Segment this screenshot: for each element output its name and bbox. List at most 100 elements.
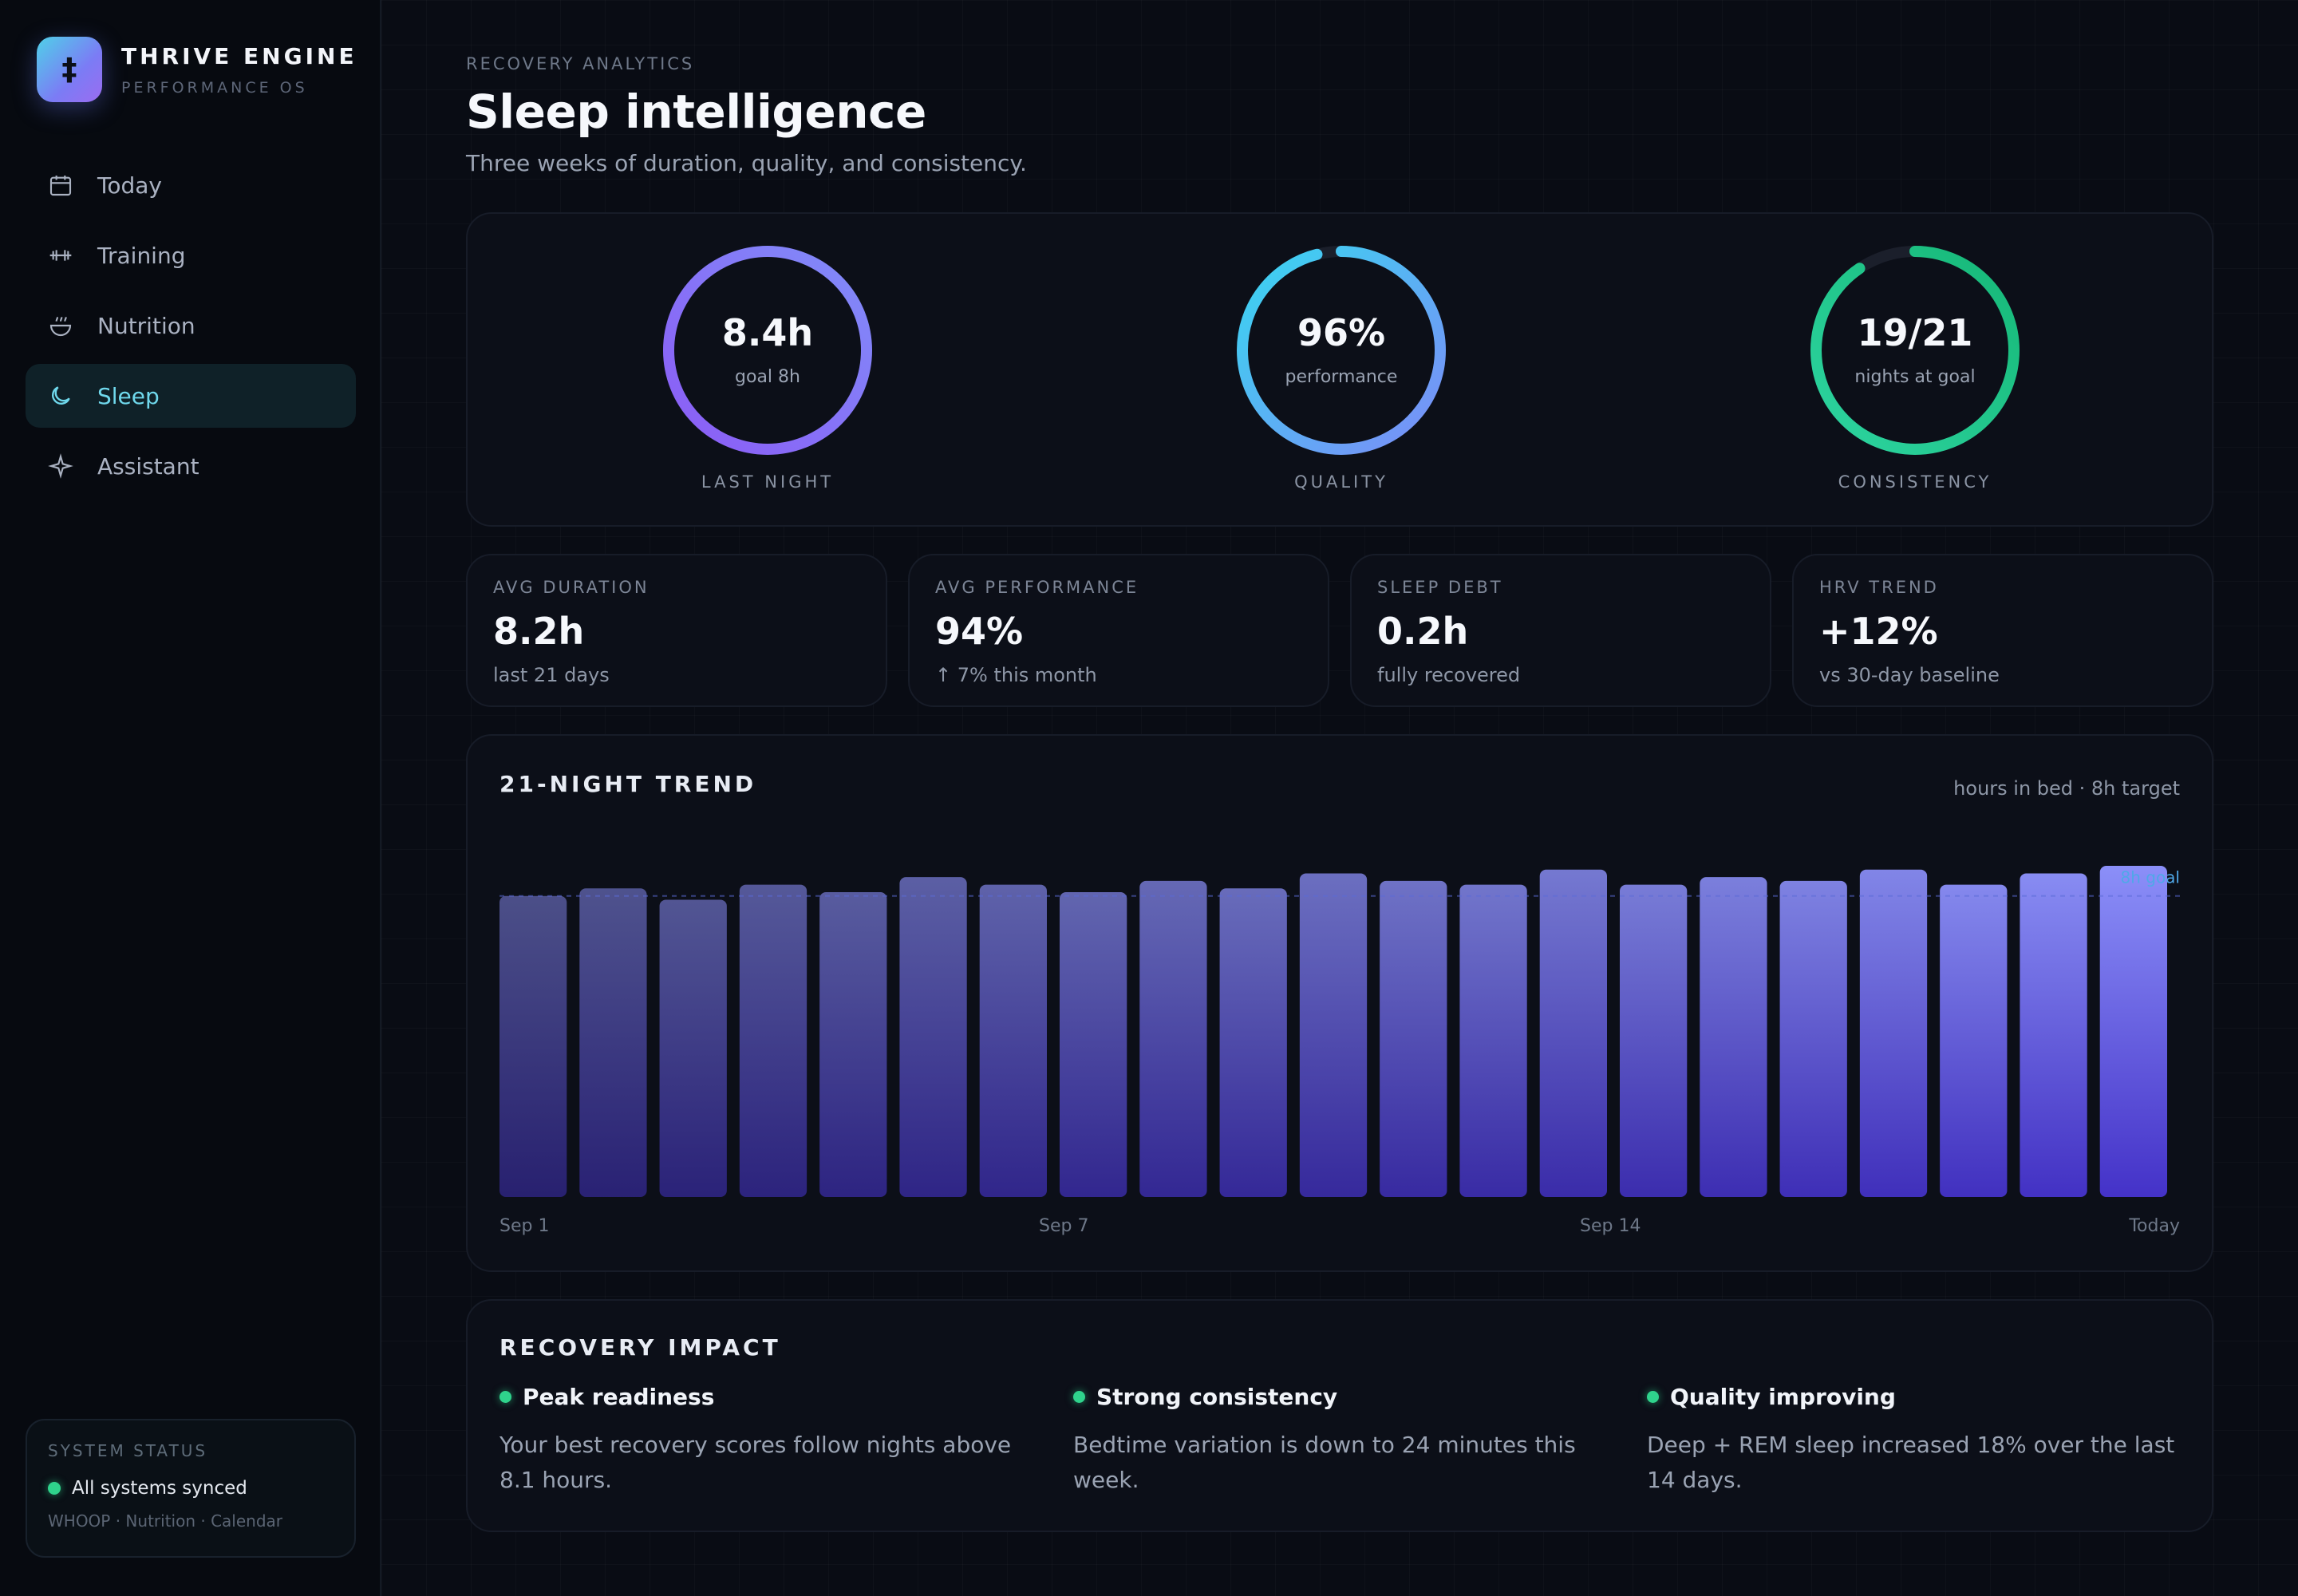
x-tick-label: Sep 1 [499, 1216, 550, 1236]
sidebar-item-label: Nutrition [97, 312, 195, 339]
system-status-card: SYSTEM STATUS All systems synced WHOOP ·… [26, 1419, 356, 1558]
brand-subtitle: PERFORMANCE OS [121, 78, 308, 97]
stat-label: AVG PERFORMANCE [935, 578, 1139, 597]
chart-bar[interactable] [1940, 884, 2008, 1197]
ring-chart [1237, 246, 1446, 455]
impact-item-body: Deep + REM sleep increased 18% over the … [1647, 1432, 2175, 1493]
ring-label: LAST NIGHT [701, 472, 835, 492]
chart-bar[interactable] [499, 895, 567, 1197]
sidebar-item-today[interactable]: Today [26, 153, 356, 217]
sleep-rings-card: 8.4h goal 8h LAST NIGHT 96% performance … [466, 212, 2213, 527]
stat-value: 94% [935, 610, 1024, 653]
trend-chart-card: 21-NIGHT TREND hours in bed · 8h target … [466, 734, 2213, 1272]
stat-card-avg-performance[interactable]: AVG PERFORMANCE 94% ↑ 7% this month [908, 554, 1329, 707]
brand[interactable]: ‡ THRIVE ENGINE PERFORMANCE OS [37, 37, 357, 102]
chart-bar[interactable] [1700, 877, 1767, 1197]
chart-bar[interactable] [579, 888, 647, 1197]
stat-card-avg-duration[interactable]: AVG DURATION 8.2h last 21 days [466, 554, 887, 707]
sidebar-item-label: Sleep [97, 382, 160, 409]
sidebar-item-label: Training [97, 242, 186, 269]
ring-caption: performance [1285, 367, 1398, 387]
status-dot-icon [48, 1482, 61, 1495]
chart-bar[interactable] [979, 884, 1047, 1197]
page-subtitle: Three weeks of duration, quality, and co… [466, 150, 1027, 176]
sidebar-nav: Today Training Nutrition Sleep Assistant [26, 153, 356, 504]
chart-bar[interactable] [1299, 873, 1368, 1197]
impact-item: Peak readiness Your best recovery scores… [499, 1384, 1042, 1498]
chart-bar[interactable] [1539, 869, 1607, 1197]
sidebar-item-label: Today [97, 172, 162, 199]
system-status-state: All systems synced [72, 1478, 247, 1499]
stat-value: +12% [1819, 610, 1938, 653]
page-title: Sleep intelligence [466, 85, 926, 139]
trend-meta: hours in bed · 8h target [1953, 777, 2180, 800]
calendar-icon [46, 171, 75, 200]
chart-bar[interactable] [739, 884, 807, 1197]
ring-chart [1810, 246, 2020, 455]
system-status-title: SYSTEM STATUS [48, 1441, 208, 1460]
brand-title: THRIVE ENGINE [121, 42, 357, 69]
x-tick-label: Sep 7 [1039, 1216, 1089, 1236]
page-eyebrow: RECOVERY ANALYTICS [466, 54, 695, 73]
chart-bar[interactable] [819, 892, 887, 1197]
chart-bar[interactable] [1139, 880, 1207, 1197]
status-dot-icon [1073, 1391, 1085, 1403]
stat-value: 0.2h [1377, 610, 1469, 653]
chart-bar[interactable] [1060, 892, 1127, 1197]
chart-bar[interactable] [1859, 869, 1928, 1197]
stat-card-hrv-trend[interactable]: HRV TREND +12% vs 30-day baseline [1792, 554, 2213, 707]
sidebar-item-nutrition[interactable]: Nutrition [26, 294, 356, 358]
impact-item-title: Strong consistency [1096, 1384, 1338, 1410]
ring-value: 19/21 [1857, 311, 1973, 354]
ring-quality[interactable]: 96% performance QUALITY [1222, 243, 1461, 492]
chart-bar[interactable] [899, 877, 967, 1197]
brand-logo-icon: ‡ [37, 37, 102, 102]
ring-value: 96% [1297, 311, 1386, 354]
ring-last-night[interactable]: 8.4h goal 8h LAST NIGHT [648, 243, 887, 492]
status-dot-icon [499, 1391, 511, 1403]
ring-caption: nights at goal [1854, 367, 1976, 387]
ring-caption: goal 8h [735, 367, 800, 387]
sidebar-item-assistant[interactable]: Assistant [26, 434, 356, 498]
chart-bar[interactable] [1380, 880, 1447, 1197]
sidebar-item-training[interactable]: Training [26, 223, 356, 287]
sparkle-icon [46, 452, 75, 480]
chart-bar[interactable] [2020, 873, 2087, 1197]
chart-bar[interactable] [659, 899, 727, 1197]
stat-card-sleep-debt[interactable]: SLEEP DEBT 0.2h fully recovered [1350, 554, 1771, 707]
impact-item-body: Bedtime variation is down to 24 minutes … [1073, 1432, 1576, 1493]
sidebar-item-sleep[interactable]: Sleep [26, 364, 356, 428]
chart-bar[interactable] [1620, 884, 1688, 1197]
impact-item-title: Quality improving [1670, 1384, 1896, 1410]
ring-arc [663, 246, 872, 455]
ring-chart [663, 246, 872, 455]
chart-bar[interactable] [2099, 866, 2167, 1197]
impact-item: Quality improving Deep + REM sleep incre… [1647, 1384, 2189, 1498]
stat-note: ↑ 7% this month [935, 664, 1097, 686]
chart-bar[interactable] [1459, 884, 1527, 1197]
ring-value: 8.4h [721, 311, 814, 354]
ring-consistency[interactable]: 19/21 nights at goal CONSISTENCY [1795, 243, 2035, 492]
chart-bar[interactable] [1779, 880, 1847, 1197]
bowl-icon [46, 311, 75, 340]
trend-title: 21-NIGHT TREND [499, 771, 757, 797]
stat-note: vs 30-day baseline [1819, 664, 2000, 686]
goal-label: 8h goal [2120, 868, 2180, 887]
chart-bar[interactable] [1219, 888, 1287, 1197]
impact-title: RECOVERY IMPACT [499, 1334, 781, 1361]
stat-value: 8.2h [493, 610, 585, 653]
trend-bar-chart: 8h goal [499, 866, 2180, 1197]
impact-item-body: Your best recovery scores follow nights … [499, 1432, 1012, 1493]
x-tick-label: Sep 14 [1580, 1216, 1641, 1236]
stat-note: fully recovered [1377, 664, 1521, 686]
system-status-sources: WHOOP · Nutrition · Calendar [48, 1511, 283, 1531]
x-tick-label: Today [2129, 1216, 2180, 1236]
stat-label: HRV TREND [1819, 578, 1939, 597]
recovery-impact-card: RECOVERY IMPACT Peak readiness Your best… [466, 1299, 2213, 1532]
ring-arc [1237, 246, 1446, 455]
status-dot-icon [1647, 1391, 1659, 1403]
stat-label: AVG DURATION [493, 578, 650, 597]
sidebar-item-label: Assistant [97, 452, 199, 480]
stat-note: last 21 days [493, 664, 610, 686]
impact-item: Strong consistency Bedtime variation is … [1073, 1384, 1616, 1498]
